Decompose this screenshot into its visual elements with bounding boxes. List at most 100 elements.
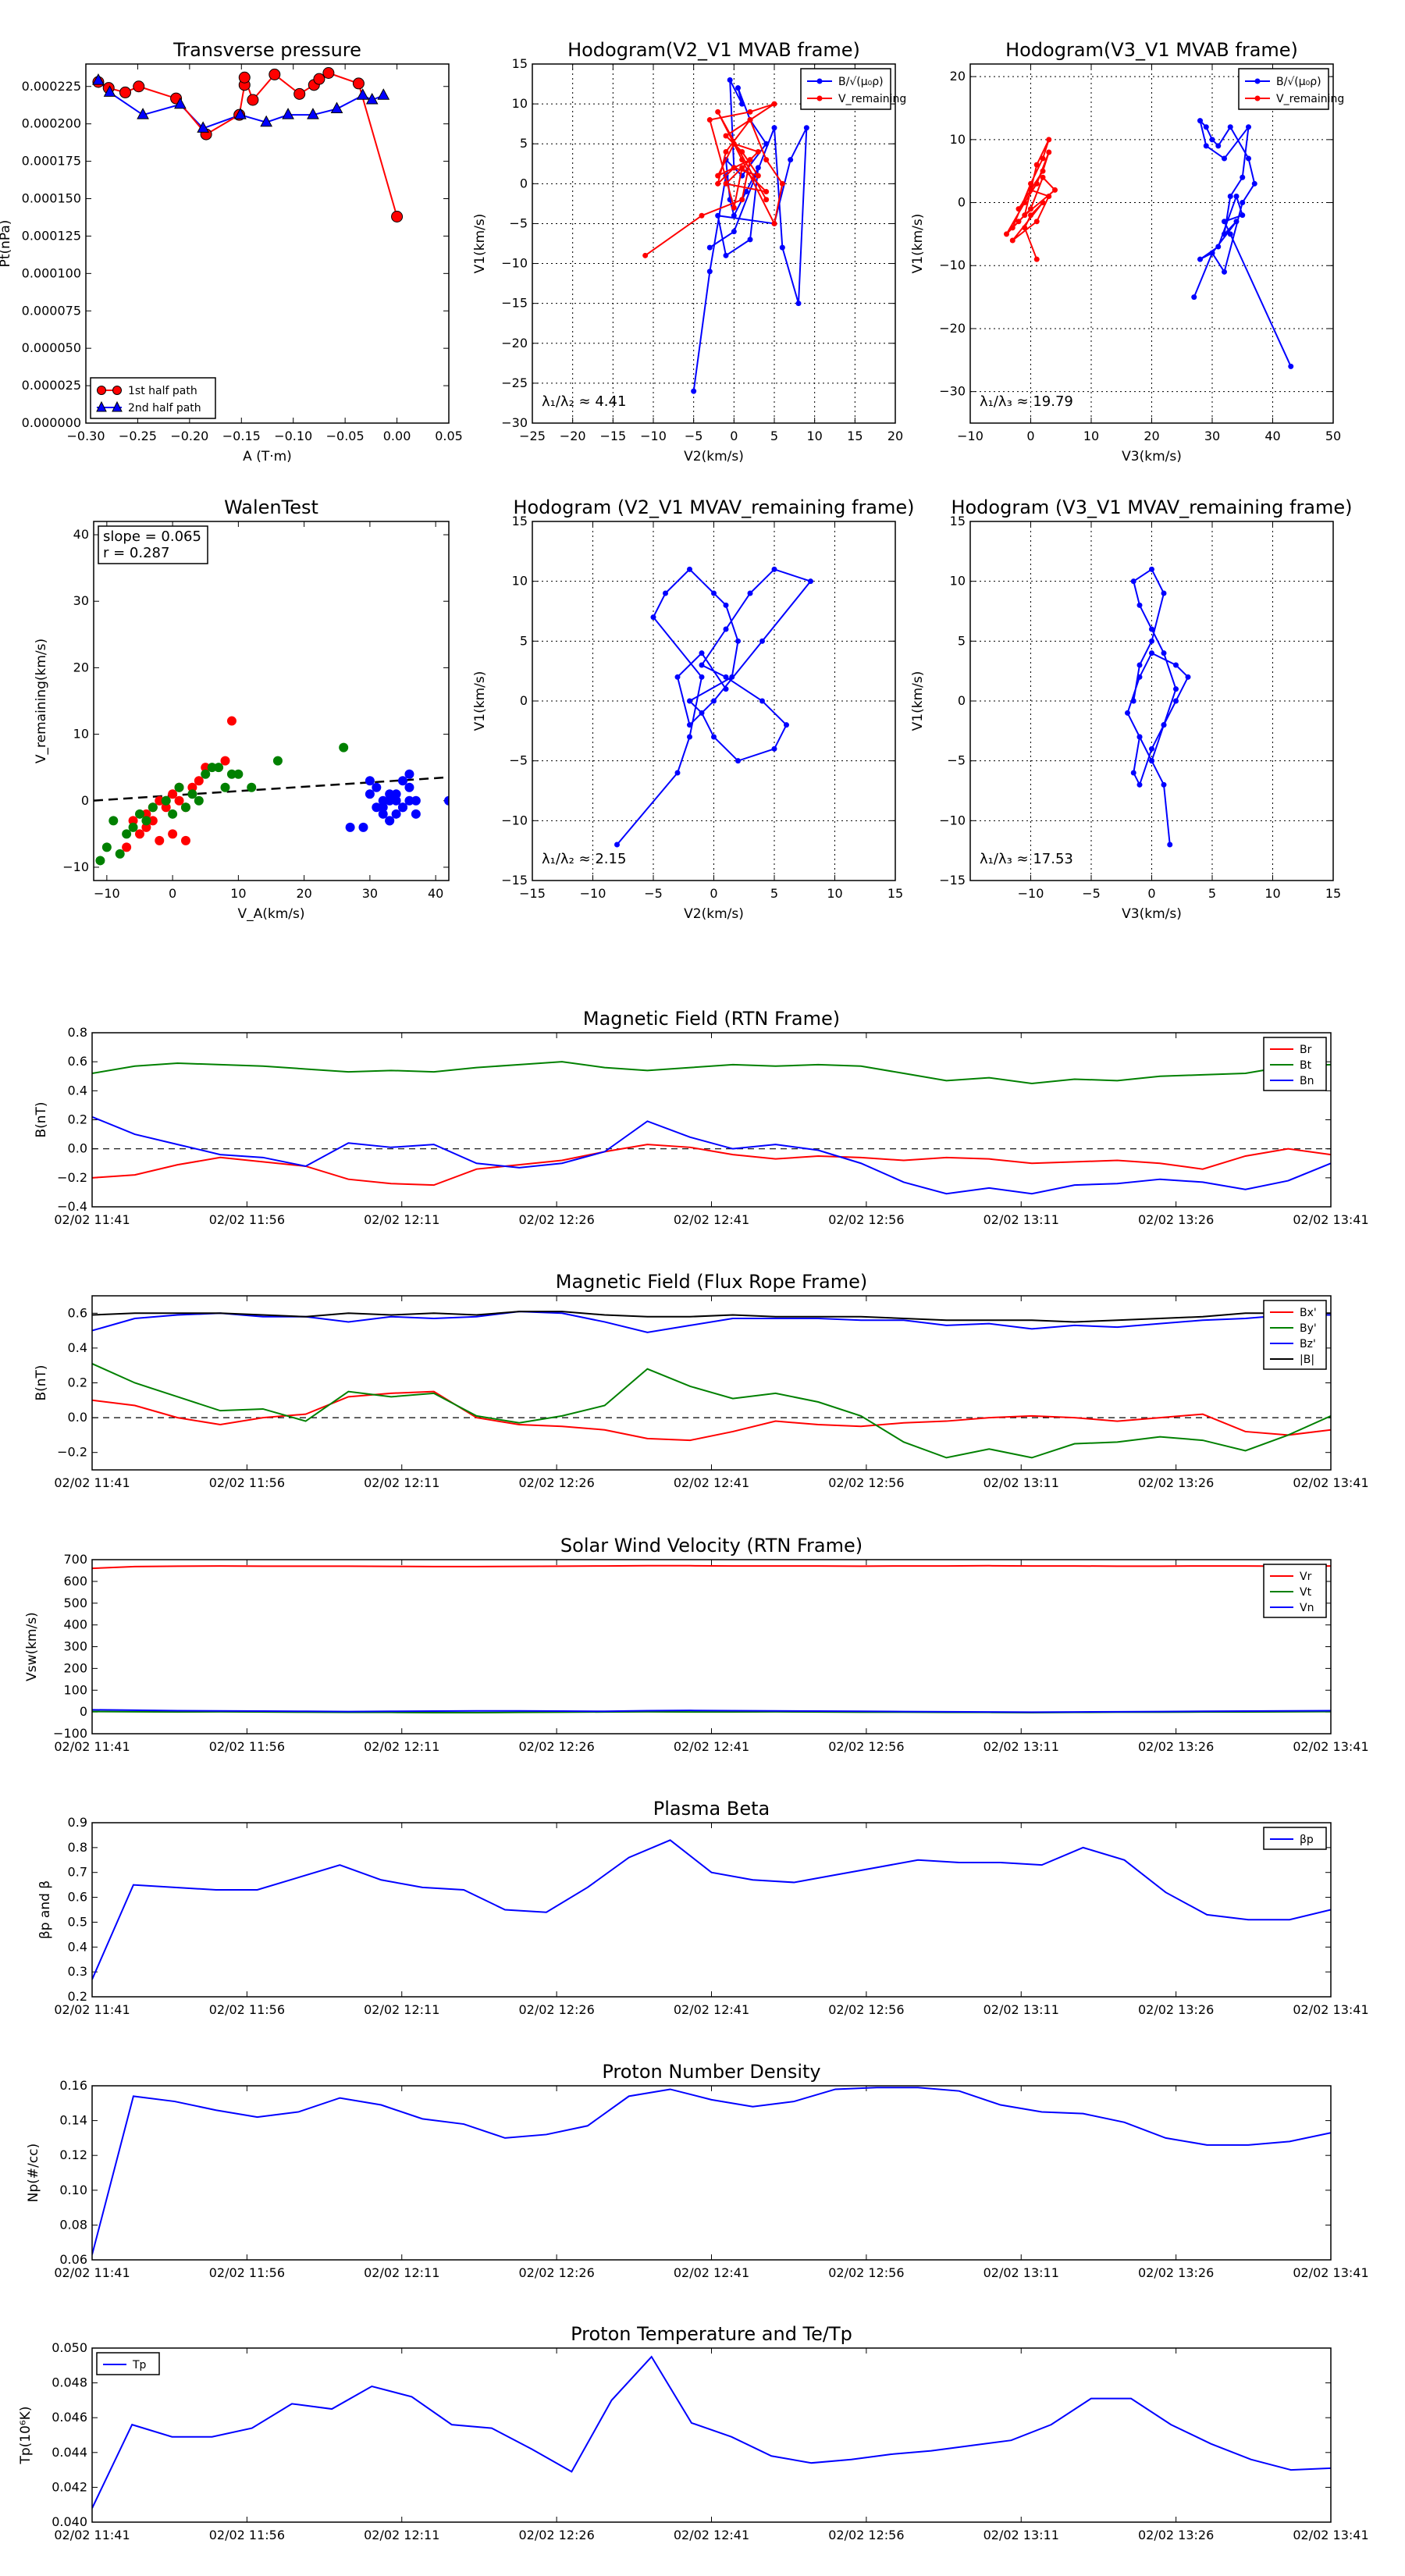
y-tick-label: 0.000000 <box>22 415 81 430</box>
x-tick-label: 02/02 12:26 <box>518 1475 594 1490</box>
plot-area <box>92 1560 1331 1734</box>
y-tick-label: 15 <box>512 56 528 71</box>
data-layer <box>92 1061 1331 1195</box>
data-layer <box>614 566 813 848</box>
data-point <box>699 710 705 716</box>
data-point <box>1149 650 1154 656</box>
series-line-Bt <box>92 1061 1331 1085</box>
data-point <box>365 776 375 786</box>
data-point <box>1222 231 1227 237</box>
x-tick-label: 02/02 13:26 <box>1138 1739 1214 1754</box>
chart-magfield_rtn: 02/02 11:41 02/02 11:56 02/02 12:11 02/02 1… <box>34 1008 1369 1227</box>
x-tick-label: 02/02 12:26 <box>518 1212 594 1227</box>
data-point <box>771 566 777 572</box>
data-point <box>759 698 765 704</box>
legend-label: B/√(μ₀ρ) <box>1276 76 1321 88</box>
data-point <box>729 674 735 680</box>
x-tick-label: 02/02 13:41 <box>1293 1212 1368 1227</box>
y-tick-label: 0.000150 <box>22 191 81 206</box>
y-tick-label: 20 <box>73 660 89 674</box>
data-point <box>1009 225 1016 231</box>
data-point <box>226 769 237 779</box>
y-tick-label: 20 <box>950 69 966 84</box>
data-point <box>755 148 761 155</box>
data-point <box>771 220 777 226</box>
data-point <box>1046 137 1052 143</box>
data-point <box>771 125 777 131</box>
y-tick-label: 0.4 <box>68 1939 87 1954</box>
data-point <box>247 782 257 792</box>
data-point <box>735 638 741 644</box>
x-tick-label: 02/02 12:11 <box>364 2265 439 2280</box>
data-point <box>1209 250 1215 256</box>
data-point <box>1240 212 1246 219</box>
y-tick-label: 0.000175 <box>22 154 81 169</box>
data-point <box>372 802 382 813</box>
x-tick-label: 0 <box>710 886 717 901</box>
data-point <box>763 157 770 163</box>
y-tick-label: 0.048 <box>52 2375 87 2390</box>
data-point <box>1046 193 1052 199</box>
plot-area <box>92 2348 1331 2522</box>
chart-title: Proton Temperature and Te/Tp <box>571 2323 852 2345</box>
x-tick-label: 10 <box>1264 886 1280 901</box>
x-tick-label: 02/02 12:11 <box>364 2002 439 2017</box>
x-tick-label: 0 <box>169 886 176 901</box>
y-tick-label: 0.044 <box>52 2445 87 2460</box>
x-axis-label: V2(km/s) <box>684 449 744 464</box>
chart-title: Transverse pressure <box>173 39 361 61</box>
chart-solar_wind_velocity: 02/02 11:41 02/02 11:56 02/02 12:11 02/02 1… <box>24 1535 1369 1754</box>
data-point <box>1033 162 1040 168</box>
data-point <box>391 795 401 806</box>
data-point <box>187 782 197 792</box>
series-line-Bx' <box>92 1390 1331 1442</box>
chart-title: Plasma Beta <box>653 1798 770 1820</box>
legend-label: V_remaining <box>1276 93 1344 105</box>
legend-label: By' <box>1300 1322 1317 1335</box>
x-tick-label: 02/02 12:56 <box>828 1212 904 1227</box>
data-point <box>642 252 649 258</box>
y-tick-label: 0.4 <box>68 1340 87 1355</box>
y-tick-label: 0.2 <box>68 1989 87 2004</box>
data-point <box>715 109 721 115</box>
data-point <box>763 197 770 203</box>
x-tick-label: 20 <box>1144 429 1159 443</box>
x-tick-label: 5 <box>770 886 778 901</box>
y-axis-label: B(nT) <box>34 1364 49 1400</box>
data-point <box>187 789 197 799</box>
data-point <box>1136 674 1143 680</box>
data-point <box>1136 781 1143 788</box>
data-point <box>1136 602 1143 608</box>
x-tick-label: 02/02 13:11 <box>984 2002 1059 2017</box>
y-tick-label: −10 <box>939 258 966 272</box>
y-tick-label: 0 <box>520 693 528 708</box>
y-axis-label: V1(km/s) <box>910 214 926 274</box>
data-point <box>614 841 620 848</box>
data-point <box>747 109 753 115</box>
plot-frame <box>91 1295 1332 1471</box>
y-tick-label: 0 <box>81 793 89 808</box>
y-tick-label: 0.000125 <box>22 228 81 243</box>
data-point <box>1130 698 1136 704</box>
legend-marker <box>816 95 823 101</box>
y-tick-label: −20 <box>939 321 966 336</box>
data-point <box>404 769 414 779</box>
data-point <box>313 73 325 85</box>
data-point <box>385 816 395 826</box>
y-tick-label: 100 <box>63 1682 87 1697</box>
y-tick-label: −20 <box>501 336 528 350</box>
data-point <box>1173 662 1179 668</box>
y-tick-label: 15 <box>512 514 528 528</box>
y-tick-label: −15 <box>501 873 528 888</box>
legend-box <box>90 377 216 419</box>
data-point <box>735 758 741 764</box>
plot-area <box>92 2086 1331 2260</box>
legend-label: Bx' <box>1300 1307 1317 1319</box>
eigenvalue-ratio-label: λ₁/λ₂ ≈ 4.41 <box>542 393 626 410</box>
data-layer <box>1004 118 1294 369</box>
data-point <box>739 157 745 163</box>
data-point <box>226 716 237 726</box>
chart-magfield_fluxrope: 02/02 11:41 02/02 11:56 02/02 12:11 02/02 1… <box>34 1271 1369 1490</box>
data-point <box>293 87 306 100</box>
series-line-βp <box>92 1839 1331 1980</box>
